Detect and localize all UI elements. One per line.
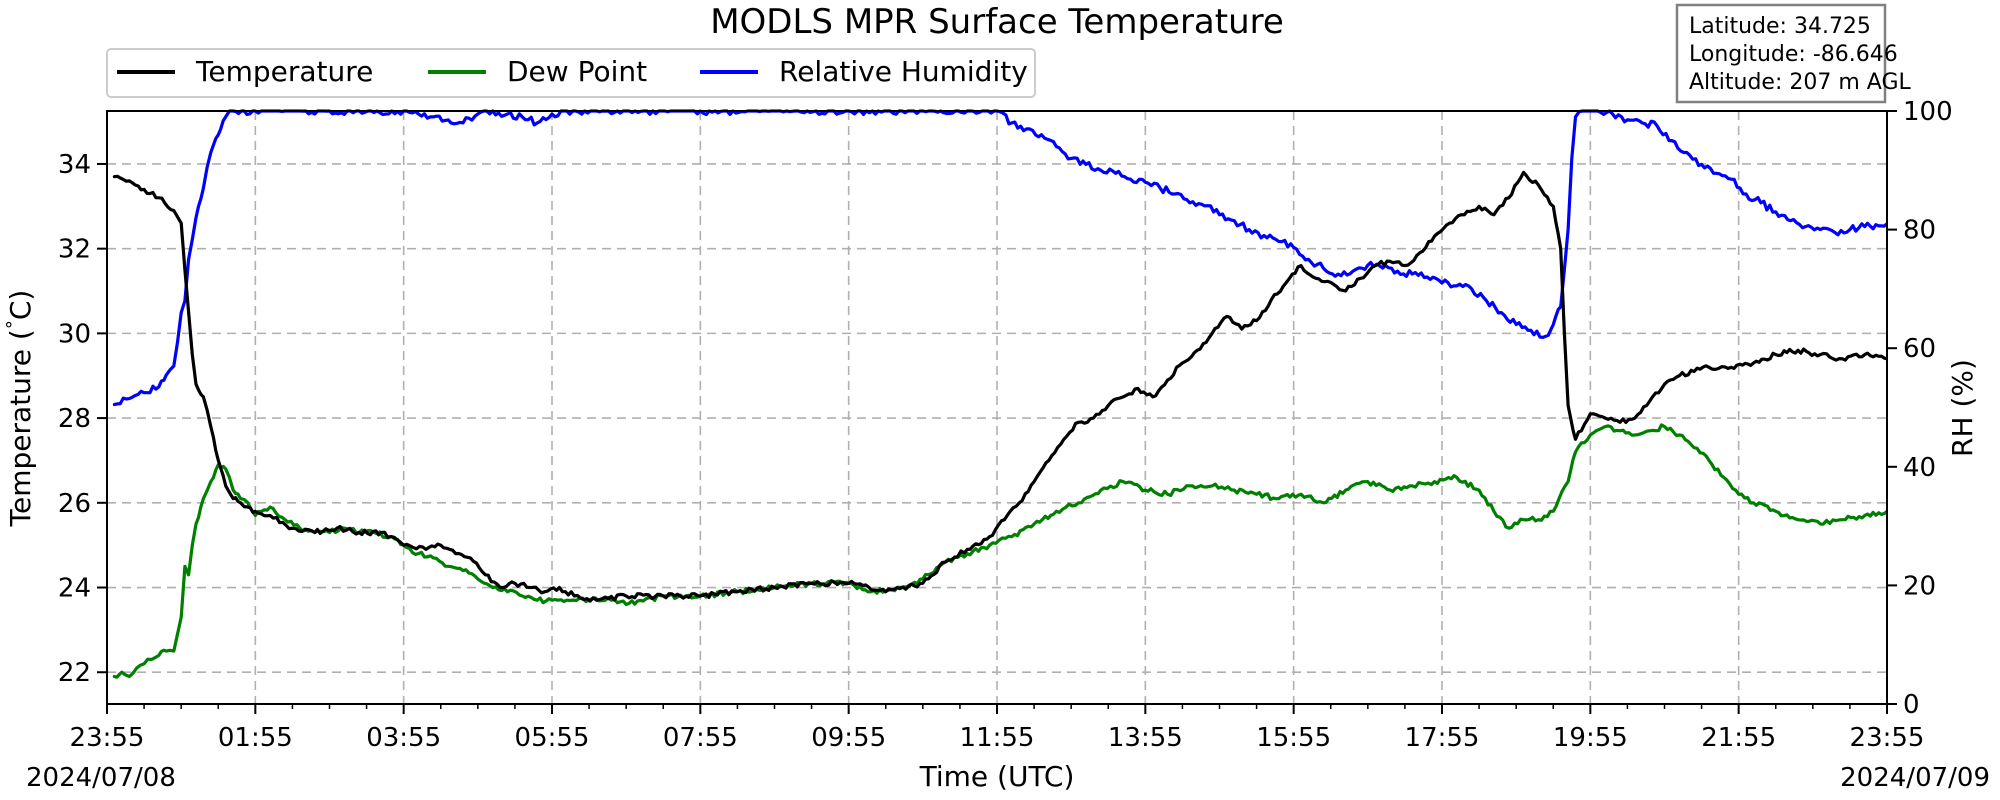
info-altitude: Altitude: 207 m AGL [1689,70,1911,95]
y2-tick-label: 60 [1903,334,1936,364]
x-tick-label: 23:55 [1850,723,1925,753]
chart-title: MODLS MPR Surface Temperature [710,2,1284,42]
y2-tick-label: 20 [1903,571,1936,601]
grid [106,111,1888,704]
date-start-label: 2024/07/08 [26,763,176,793]
x-tick-label: 21:55 [1701,723,1776,753]
x-tick-label: 11:55 [960,723,1035,753]
y2-tick-label: 0 [1903,690,1920,720]
x-tick-label: 07:55 [663,723,738,753]
plot-background [107,111,1887,704]
y-tick-label: 28 [58,404,91,434]
x-tick-label: 13:55 [1108,723,1183,753]
y-tick-label: 32 [58,235,91,265]
y-axis-label-prefix: Temperature ( [4,329,37,527]
y-axis-label-degree: ° [3,320,24,329]
y2-axis-label: RH (%) [1946,359,1979,457]
y-axis-label: Temperature (°C) [3,290,37,528]
x-tick-label: 03:55 [366,723,441,753]
y-tick-label: 34 [58,150,91,180]
x-tick-label: 23:55 [70,723,145,753]
x-axis: 23:55 01:55 03:55 05:55 07:55 09:55 11:55 13:55… [70,704,1925,753]
y2-tick-label: 40 [1903,453,1936,483]
legend: Temperature Dew Point Relative Humidity [106,48,1036,98]
y-tick-label: 26 [58,489,91,519]
y-tick-label: 30 [58,319,91,349]
legend-label-relative-humidity: Relative Humidity [779,55,1028,88]
y2-tick-label: 100 [1903,97,1953,127]
y-axis-right: 0 20 40 60 80 100 [1887,97,1953,720]
info-latitude: Latitude: 34.725 [1689,14,1871,39]
x-axis-label: Time (UTC) [919,760,1075,793]
y2-tick-label: 80 [1903,216,1936,246]
x-tick-label: 17:55 [1405,723,1480,753]
date-end-label: 2024/07/09 [1840,763,1990,793]
x-tick-label: 09:55 [811,723,886,753]
info-longitude: Longitude: -86.646 [1689,42,1898,67]
x-tick-label: 19:55 [1553,723,1628,753]
series-line-dew-point [112,423,1887,679]
y-tick-label: 24 [58,574,91,604]
x-tick-label: 05:55 [515,723,590,753]
legend-frame [106,48,1036,98]
y-axis-label-suffix: C) [4,290,37,320]
series-line-temperature [112,170,1887,603]
legend-label-temperature: Temperature [195,55,373,88]
y-axis-left: 22 24 26 28 30 32 34 [58,150,107,688]
location-info-box: Latitude: 34.725 Longitude: -86.646 Alti… [1675,3,1911,104]
x-tick-label: 15:55 [1256,723,1331,753]
y-tick-label: 22 [58,658,91,688]
x-tick-label: 01:55 [218,723,293,753]
info-box-frame [1675,3,1887,104]
legend-label-dew-point: Dew Point [507,55,647,88]
